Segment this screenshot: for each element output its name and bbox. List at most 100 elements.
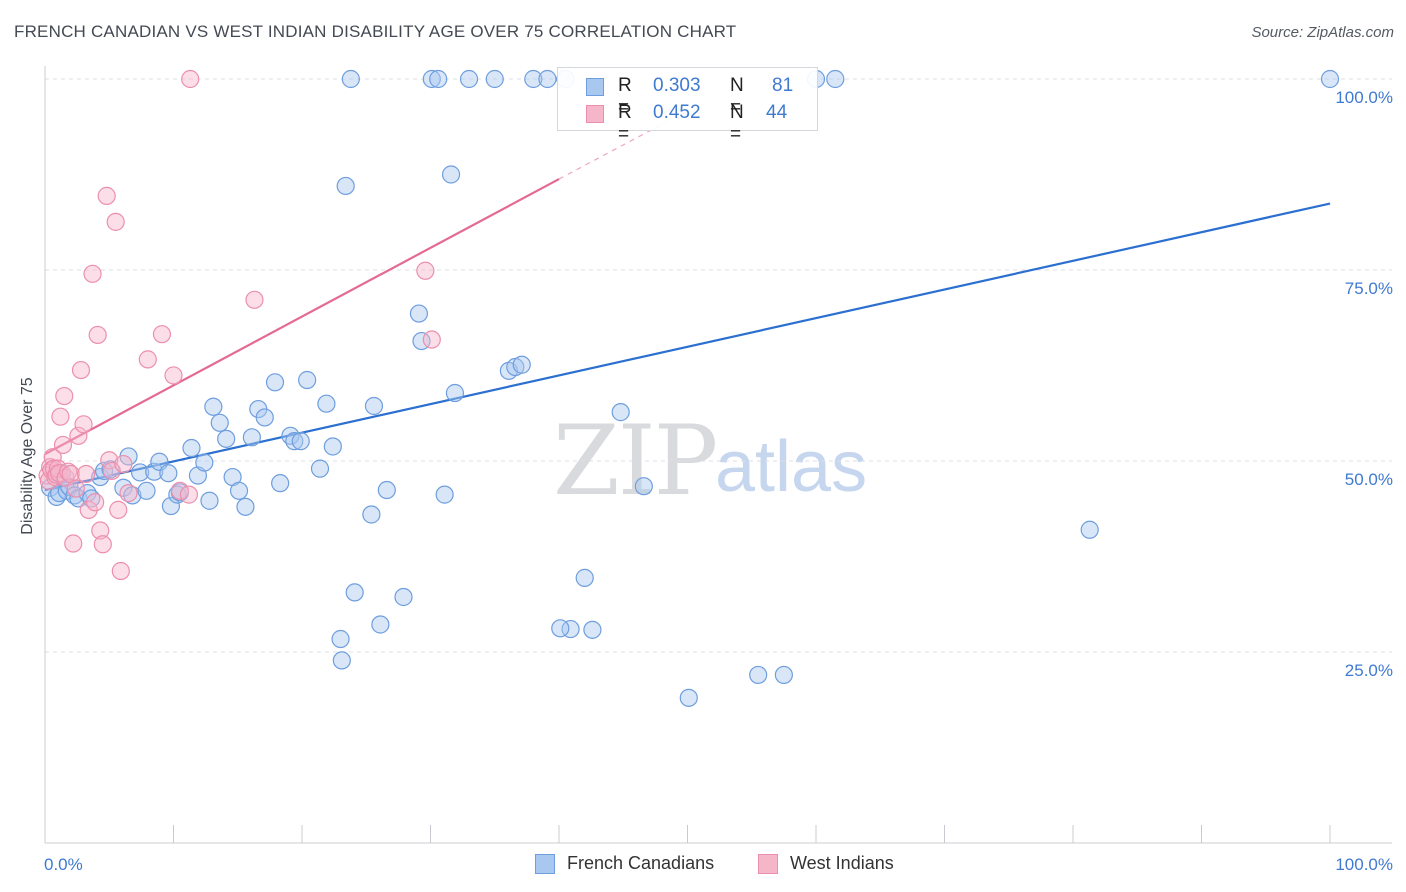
trend-line-french-canadians xyxy=(44,202,1331,492)
legend-label-pink: West Indians xyxy=(790,853,894,873)
point-french-canadian xyxy=(336,176,355,196)
x-tick-label: 100.0% xyxy=(1335,855,1393,874)
point-french-canadian xyxy=(441,165,461,184)
point-french-canadian xyxy=(161,496,181,516)
point-west-indian xyxy=(114,454,133,474)
point-french-canadian xyxy=(341,69,360,89)
point-french-canadian xyxy=(298,370,317,390)
point-west-indian xyxy=(106,212,125,231)
point-french-canadian xyxy=(242,428,261,447)
point-french-canadian xyxy=(422,69,441,89)
point-west-indian xyxy=(77,464,96,484)
point-west-indian xyxy=(64,534,83,553)
point-french-canadian xyxy=(561,619,580,639)
r-value: 0.452 xyxy=(653,102,701,123)
point-french-canadian xyxy=(611,403,630,422)
point-french-canadian xyxy=(130,463,150,482)
r-value: 0.303 xyxy=(653,75,701,96)
point-west-indian xyxy=(97,186,116,205)
point-french-canadian xyxy=(145,462,164,481)
point-french-canadian xyxy=(485,69,504,89)
point-french-canadian xyxy=(679,688,698,707)
point-french-canadian xyxy=(255,408,274,427)
point-west-indian xyxy=(79,500,98,519)
data-points xyxy=(38,69,1340,707)
point-french-canadian xyxy=(429,69,448,89)
point-french-canadian xyxy=(362,505,381,524)
point-west-indian xyxy=(111,561,130,581)
point-west-indian xyxy=(138,350,157,369)
point-french-canadian xyxy=(331,629,350,649)
trend-lines xyxy=(44,120,1331,492)
point-west-indian xyxy=(91,521,110,540)
point-french-canadian xyxy=(285,432,304,451)
point-west-indian xyxy=(179,485,199,504)
point-french-canadian xyxy=(265,373,285,392)
point-west-indian xyxy=(93,535,112,554)
point-french-canadian xyxy=(538,69,557,89)
point-french-canadian xyxy=(195,453,214,472)
legend: French Canadians West Indians xyxy=(0,852,1406,876)
point-french-canadian xyxy=(524,69,543,89)
watermark-atlas: atlas xyxy=(715,427,868,507)
point-french-canadian xyxy=(512,355,531,374)
point-french-canadian xyxy=(409,304,429,323)
point-west-indian xyxy=(119,483,138,503)
legend-label-blue: French Canadians xyxy=(567,853,715,873)
y-tick-label: 50.0% xyxy=(1345,470,1393,489)
point-french-canadian xyxy=(575,568,594,587)
point-french-canadian xyxy=(323,437,342,456)
r-label: R = xyxy=(618,102,632,145)
point-french-canadian xyxy=(826,69,845,89)
point-french-canadian xyxy=(364,396,384,416)
n-label: N = xyxy=(730,102,744,145)
point-west-indian xyxy=(66,479,85,498)
point-french-canadian xyxy=(217,429,236,448)
point-west-indian xyxy=(88,325,107,345)
tick-labels: 25.0% 50.0% 75.0% 100.0% 0.0% 100.0% xyxy=(44,88,1393,874)
point-french-canadian xyxy=(749,665,768,685)
point-french-canadian xyxy=(345,583,364,602)
x-tick-label: 0.0% xyxy=(44,855,83,874)
point-french-canadian xyxy=(634,477,653,496)
point-west-indian xyxy=(245,290,264,309)
point-west-indian xyxy=(51,407,70,426)
axes xyxy=(44,66,1392,844)
point-french-canadian xyxy=(210,413,229,432)
n-label: N = xyxy=(730,75,744,118)
stats-swatch-blue xyxy=(586,78,604,96)
r-label: R = xyxy=(618,75,632,118)
legend-swatch-pink xyxy=(758,854,778,874)
point-french-canadian xyxy=(1320,69,1340,89)
source-label: Source: ZipAtlas.com xyxy=(1251,24,1394,41)
point-west-indian xyxy=(59,462,78,481)
point-west-indian xyxy=(164,366,183,385)
n-value: 81 xyxy=(772,75,794,96)
point-french-canadian xyxy=(774,665,793,685)
y-tick-label: 75.0% xyxy=(1345,279,1393,298)
y-tick-label: 25.0% xyxy=(1345,661,1393,680)
point-french-canadian xyxy=(371,615,390,634)
point-french-canadian xyxy=(236,497,255,516)
point-west-indian xyxy=(109,500,128,519)
point-west-indian xyxy=(102,461,121,481)
n-value: 44 xyxy=(766,102,788,123)
point-french-canadian xyxy=(310,459,330,478)
point-french-canadian xyxy=(159,464,178,483)
point-west-indian xyxy=(422,330,441,349)
point-west-indian xyxy=(416,261,435,280)
point-french-canadian xyxy=(200,491,219,510)
chart-title: FRENCH CANADIAN VS WEST INDIAN DISABILIT… xyxy=(14,22,737,41)
point-french-canadian xyxy=(377,480,396,500)
point-french-canadian xyxy=(291,432,310,451)
point-french-canadian xyxy=(95,461,114,481)
point-french-canadian xyxy=(459,69,479,89)
point-west-indian xyxy=(53,435,73,455)
point-west-indian xyxy=(100,451,119,470)
stats-swatch-pink xyxy=(586,105,604,123)
point-west-indian xyxy=(152,325,172,344)
legend-swatch-blue xyxy=(535,854,555,874)
point-west-indian xyxy=(86,493,105,512)
point-west-indian xyxy=(55,386,74,406)
point-west-indian xyxy=(69,426,88,445)
